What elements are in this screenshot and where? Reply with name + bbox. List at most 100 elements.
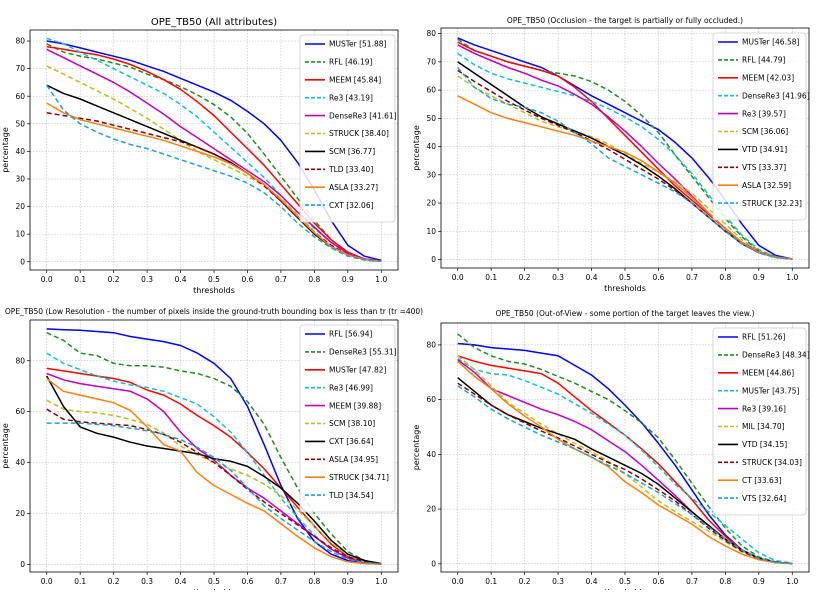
series-line-2 (457, 38, 793, 260)
series-line-8 (46, 408, 382, 565)
y-tick-label: 60 (15, 92, 25, 101)
series-line-6 (46, 399, 382, 565)
x-tick-label: 0.2 (108, 577, 120, 586)
x-tick-label: 0.8 (308, 275, 320, 284)
legend-entry: MEEM [45.84] (329, 76, 381, 85)
x-tick-label: 0.4 (586, 273, 598, 282)
y-tick-label: 70 (15, 64, 25, 73)
x-tick-label: 0.3 (552, 577, 564, 586)
legend: MUSTer [46.58] RFL [44.79] MEEM [42.03] Den… (712, 32, 810, 221)
legend: MUSTer [51.88] RFL [46.19] MEEM [45.84] Re3… (299, 34, 397, 223)
legend-entry: MUSTer [43.75] (742, 386, 800, 395)
legend-entry: TLD [33.40] (328, 165, 373, 174)
chart-panel-2: 0.0 0.1 0.2 0.3 0.4 0.5 0.6 0.7 0.8 0.9 1.0 0 10 20 30… (412, 16, 810, 293)
legend-entry: VTD [34.15] (742, 440, 787, 449)
x-tick-label: 0.8 (308, 577, 320, 586)
legend-entry: MUSTer [47.82] (329, 366, 387, 375)
legend-entry: VTS [33.37] (742, 163, 786, 172)
legend-box (299, 324, 396, 513)
legend-entry: MUSTer [46.58] (742, 38, 800, 47)
legend-entry: RFL [46.19] (329, 58, 372, 67)
chart-title: OPE_TB50 (Out-of-View - some portion of … (496, 309, 755, 318)
series-line-8 (457, 382, 793, 565)
x-tick-label: 0.7 (275, 577, 287, 586)
x-tick-label: 0.7 (686, 273, 698, 282)
legend-entry: ASLA [33.27] (329, 183, 378, 192)
legend-entry: MEEM [44.86] (742, 369, 794, 378)
axes-frame (29, 29, 399, 271)
y-tick-label: 30 (15, 175, 25, 184)
series-line-4 (457, 52, 793, 260)
x-tick-label: 0.3 (552, 273, 564, 282)
x-tick-label: 0.1 (74, 275, 86, 284)
y-tick-label: 80 (15, 356, 25, 365)
series-line-6 (457, 355, 793, 565)
legend-entry: Re3 [39.57] (742, 109, 786, 118)
legend-entry: Re3 [39.16] (742, 404, 786, 413)
legend-entry: STRUCK [34.03] (742, 458, 802, 467)
x-tick-label: 0.5 (619, 577, 631, 586)
x-tick-label: 0.6 (652, 577, 664, 586)
series-line-3 (46, 367, 382, 565)
y-tick-label: 40 (426, 450, 436, 459)
x-tick-label: 0.0 (452, 577, 464, 586)
legend-entry: Re3 [46.99] (329, 383, 373, 392)
x-tick-label: 0.0 (41, 275, 53, 284)
y-tick-label: 40 (15, 147, 25, 156)
x-tick-label: 1.0 (786, 577, 798, 586)
x-tick-label: 0.6 (241, 577, 253, 586)
legend-entry: SCM [36.06] (742, 127, 788, 136)
series-line-9 (457, 360, 793, 565)
x-tick-label: 0.2 (519, 273, 531, 282)
legend-entry: SCM [36.77] (329, 147, 375, 156)
legend-entry: MUSTer [51.88] (329, 40, 387, 49)
y-tick-label: 0 (20, 560, 25, 569)
chart-title: OPE_TB50 (All attributes) (151, 17, 277, 28)
series-line-6 (457, 75, 793, 260)
x-tick-label: 0.6 (241, 275, 253, 284)
x-tick-label: 0.2 (108, 275, 120, 284)
series-line-2 (457, 333, 793, 565)
y-tick-label: 60 (15, 407, 25, 416)
chart-panel-3: 0.0 0.1 0.2 0.3 0.4 0.5 0.6 0.7 0.8 0.9 1.0 0 20 40 60… (1, 307, 423, 594)
legend-entry: DenseRe3 [41.61] (329, 111, 397, 120)
legend-entry: STRUCK [32.23] (742, 199, 802, 208)
legend-entry: Re3 [43.19] (329, 93, 373, 102)
series-line-8 (457, 69, 793, 260)
series-line-1 (46, 328, 382, 565)
x-tick-label: 0.9 (342, 275, 354, 284)
x-tick-label: 0.4 (175, 577, 187, 586)
x-tick-label: 0.5 (619, 273, 631, 282)
y-axis-label: percentage (412, 425, 421, 471)
x-tick-label: 1.0 (375, 577, 387, 586)
legend-box (712, 327, 807, 516)
y-axis-label: percentage (412, 125, 421, 171)
legend-entry: RFL [56.94] (329, 330, 372, 339)
y-tick-label: 40 (15, 458, 25, 467)
y-tick-label: 0 (431, 255, 436, 264)
chart-panel-4: 0.0 0.1 0.2 0.3 0.4 0.5 0.6 0.7 0.8 0.9 1.0 0 20 40 60… (412, 309, 810, 594)
legend-entry: CT [33.63] (742, 476, 782, 485)
x-tick-label: 0.5 (208, 275, 220, 284)
legend: RFL [56.94] DenseRe3 [55.31] MUSTer [47.82… (299, 324, 397, 513)
legend-entry: SCM [38.10] (329, 419, 375, 428)
y-tick-label: 0 (431, 559, 436, 568)
y-tick-label: 30 (426, 170, 436, 179)
x-tick-label: 0.9 (753, 273, 765, 282)
x-tick-label: 0.3 (141, 577, 153, 586)
x-axis-label: thresholds (604, 284, 646, 293)
series-line-10 (457, 67, 793, 260)
chart-title: OPE_TB50 (Low Resolution - the number of… (5, 307, 423, 316)
y-tick-label: 20 (426, 505, 436, 514)
series-line-2 (46, 43, 382, 262)
series-line-4 (46, 352, 382, 565)
y-tick-label: 20 (15, 509, 25, 518)
legend-entry: STRUCK [34.71] (329, 473, 389, 482)
x-tick-label: 0.0 (452, 273, 464, 282)
legend-entry: MEEM [42.03] (742, 74, 794, 83)
legend-entry: RFL [51.26] (742, 333, 785, 342)
x-tick-label: 0.7 (275, 275, 287, 284)
y-tick-label: 50 (426, 114, 436, 123)
axes-frame (29, 319, 399, 573)
